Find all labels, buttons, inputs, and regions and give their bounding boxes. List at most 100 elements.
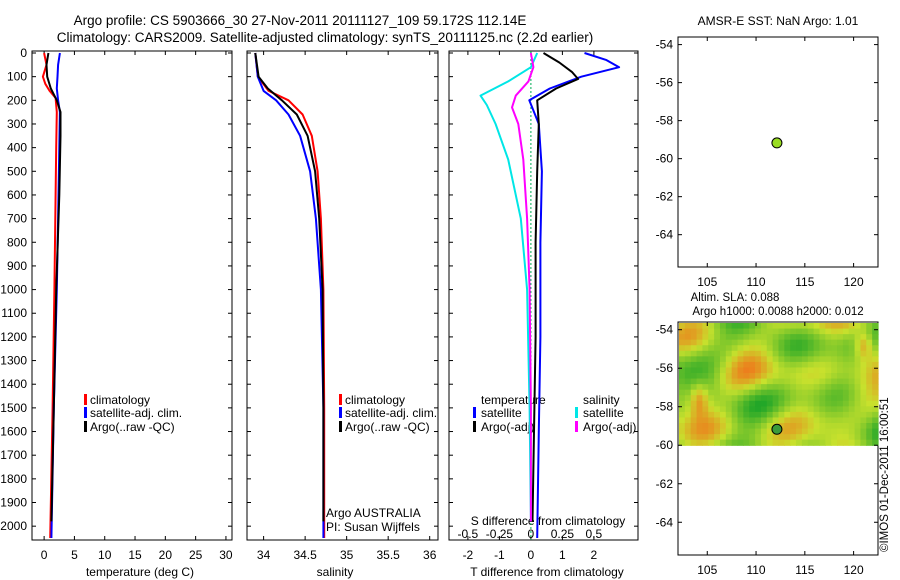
depth-tick-label: 900	[7, 259, 27, 273]
sla-heatmap-cell	[708, 350, 715, 357]
sla-heatmap-cell	[679, 417, 686, 424]
sla-heatmap-cell	[842, 373, 850, 380]
sla-heatmap-cell	[807, 411, 815, 419]
sla-heatmap-cell	[696, 400, 704, 407]
sst-map-title: AMSR-E SST: NaN Argo: 1.01	[698, 14, 859, 28]
depth-tick-label: 100	[7, 70, 27, 84]
sla-heatmap-cell	[731, 323, 739, 330]
sla-heatmap-cell	[760, 350, 768, 357]
sla-heatmap-cell	[679, 400, 686, 407]
sla-heatmap-cell	[860, 439, 867, 446]
sla-heatmap-cell	[755, 361, 762, 369]
sla-heatmap-cell	[690, 361, 698, 369]
sla-heatmap-cell	[708, 378, 715, 385]
sla-heatmap-cell	[807, 400, 815, 407]
sla-heatmap-cell	[848, 384, 856, 391]
sla-heatmap-cell	[731, 378, 739, 385]
sla-heatmap-cell	[684, 345, 692, 352]
sla-heatmap-cell	[708, 406, 715, 413]
sla-heatmap-cell	[749, 367, 756, 374]
sla-heatmap-cell	[872, 423, 879, 430]
sla-heatmap-cell	[749, 400, 756, 407]
sla-heatmap-cell	[731, 339, 739, 346]
sla-heatmap-cell	[731, 334, 739, 341]
sla-heatmap-cell	[760, 411, 768, 419]
sla-heatmap-cell	[842, 384, 850, 391]
sla-heatmap-cell	[737, 434, 744, 441]
sla-heatmap-cell	[866, 373, 873, 380]
sla-heatmap-cell	[731, 417, 739, 424]
sla-heatmap-cell	[702, 411, 709, 419]
sla-heatmap-cell	[813, 384, 821, 391]
x-tick-label: 15	[128, 548, 142, 562]
sla-heatmap-cell	[796, 339, 803, 346]
sla-heatmap-cell	[848, 411, 856, 419]
sla-heatmap-cell	[790, 417, 797, 424]
sla-heatmap-cell	[801, 423, 809, 430]
sla-heatmap-cell	[731, 384, 739, 391]
sla-heatmap-cell	[854, 395, 862, 402]
depth-tick-label: 1800	[0, 472, 27, 486]
sla-heatmap-cell	[731, 434, 739, 441]
depth-tick-label: 1700	[0, 448, 27, 462]
sla-heatmap-cell	[696, 361, 704, 369]
sla-heatmap-cell	[731, 439, 739, 446]
sla-heatmap-cell	[719, 406, 727, 413]
sla-heatmap-cell	[837, 339, 844, 346]
sla-heatmap-cell	[696, 411, 704, 419]
legend-swatch-sal-argo	[575, 421, 578, 432]
sla-heatmap-cell	[714, 411, 721, 419]
sla-heatmap-cell	[801, 373, 809, 380]
sla-heatmap-cell	[813, 323, 821, 330]
legend-label-argo: Argo(..raw -QC)	[90, 420, 175, 434]
sla-heatmap-cell	[772, 439, 780, 446]
sla-heatmap-cell	[872, 339, 879, 346]
sla-heatmap-cell	[790, 395, 797, 402]
sla-heatmap-cell	[837, 334, 844, 341]
map-y-tick-label: -62	[656, 477, 674, 491]
sla-heatmap-cell	[731, 395, 739, 402]
sla-heatmap-cell	[690, 367, 698, 374]
sla-heatmap-cell	[714, 439, 721, 446]
sla-heatmap-cell	[679, 345, 686, 352]
sla-heatmap-cell	[766, 345, 774, 352]
sla-heatmap-cell	[860, 373, 867, 380]
sla-heatmap-cell	[679, 328, 686, 335]
sla-heatmap-cell	[760, 434, 768, 441]
sla-heatmap-cell	[760, 334, 768, 341]
sla-heatmap-cell	[831, 328, 838, 335]
sla-heatmap-cell	[837, 367, 844, 374]
sla-heatmap-cell	[837, 328, 844, 335]
sla-heatmap-cell	[784, 434, 791, 441]
sla-heatmap-cell	[860, 395, 867, 402]
sla-heatmap-cell	[848, 395, 856, 402]
map-x-tick-label: 110	[746, 563, 765, 577]
sla-heatmap-cell	[796, 406, 803, 413]
sla-heatmap-cell	[866, 411, 873, 419]
x-tick-label: 0	[528, 548, 535, 562]
sla-heatmap-cell	[708, 323, 715, 330]
sla-heatmap-cell	[719, 389, 727, 396]
sla-heatmap-cell	[731, 400, 739, 407]
sla-heatmap-cell	[755, 400, 762, 407]
sla-heatmap-cell	[749, 395, 756, 402]
sla-heatmap-cell	[837, 373, 844, 380]
sla-heatmap-cell	[801, 400, 809, 407]
sla-heatmap-cell	[696, 384, 704, 391]
sla-heatmap-cell	[702, 373, 709, 380]
sla-heatmap-cell	[842, 367, 850, 374]
x-tick-label: 20	[159, 548, 173, 562]
depth-tick-label: 1400	[0, 377, 27, 391]
sla-heatmap-cell	[842, 417, 850, 424]
x-tick-label: 2	[591, 548, 598, 562]
sla-heatmap-cell	[872, 378, 879, 385]
sla-heatmap-cell	[714, 334, 721, 341]
sla-heatmap-cell	[813, 439, 821, 446]
sla-heatmap-cell	[719, 395, 727, 402]
map-y-tick-label: -60	[656, 152, 674, 166]
sla-heatmap-cell	[708, 334, 715, 341]
sla-heatmap-cell	[842, 328, 850, 335]
series-line-temperature-satellite	[528, 52, 621, 539]
legend-swatch-argo	[339, 421, 342, 432]
sla-heatmap-cell	[714, 400, 721, 407]
